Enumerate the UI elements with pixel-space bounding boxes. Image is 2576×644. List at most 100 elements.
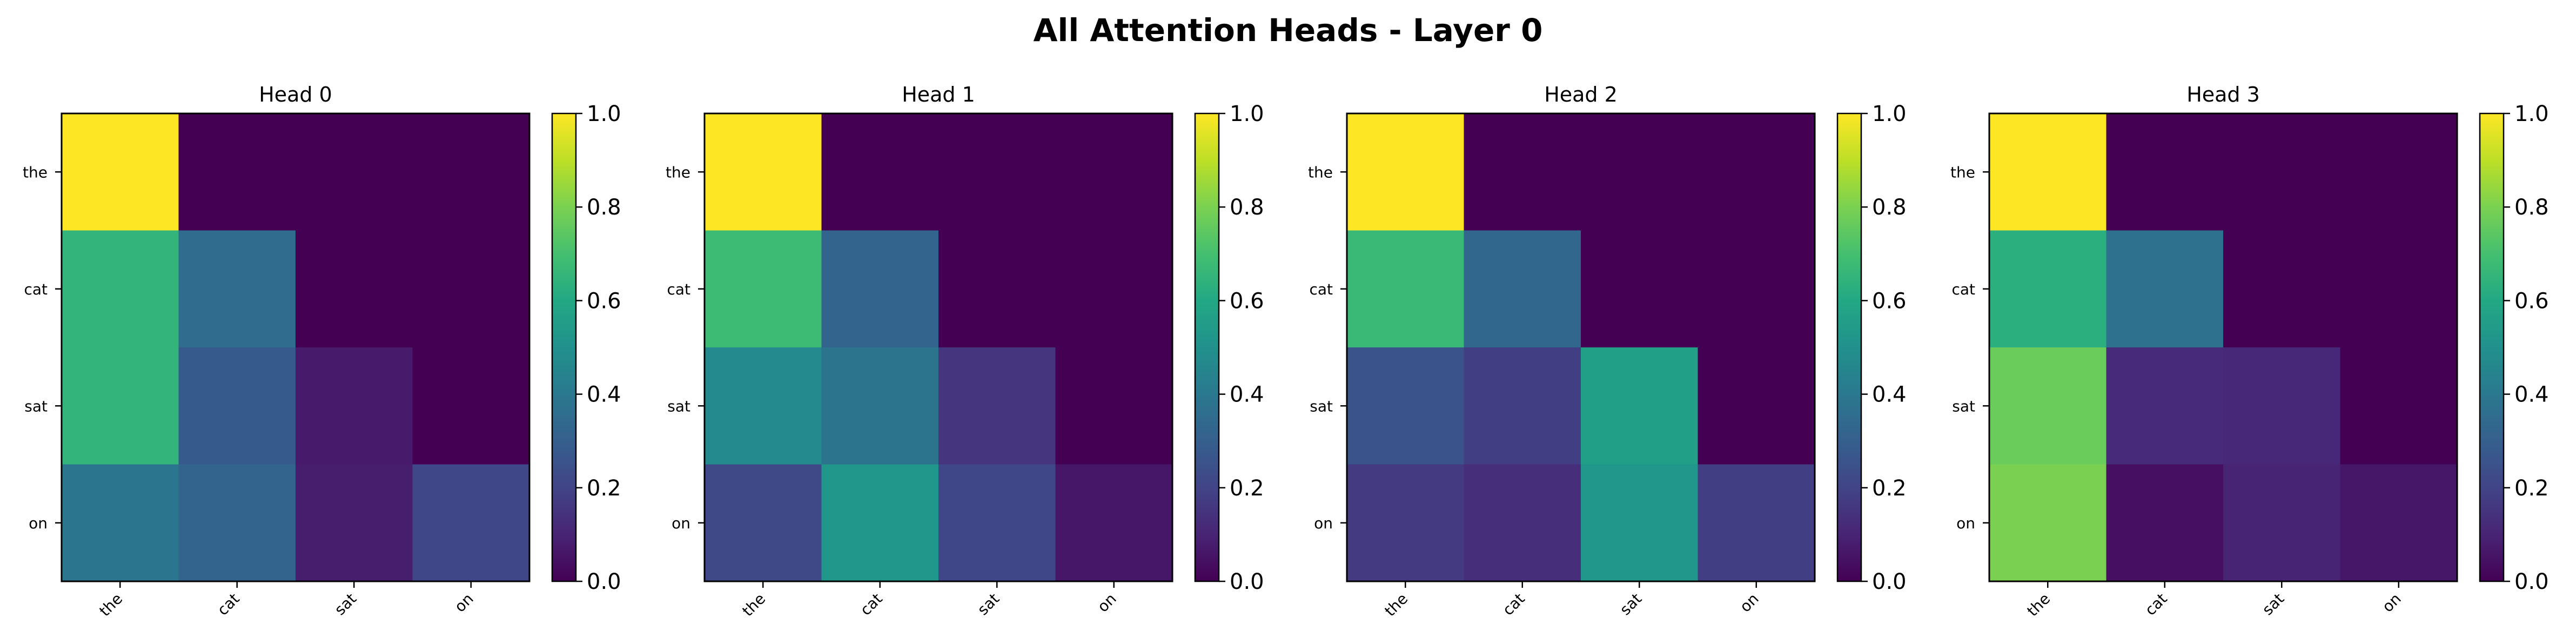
heatmap-cell: [705, 113, 822, 231]
x-tick-label: on: [451, 590, 477, 616]
colorbar-tick-label: 0.8: [587, 195, 621, 220]
axes-frame: [703, 112, 1173, 582]
heatmap-cell: [296, 464, 413, 582]
heatmap-cell: [1055, 113, 1173, 231]
heatmap-cell: [2340, 113, 2458, 231]
heatmap-cell: [412, 347, 530, 465]
heatmap-cell: [1698, 464, 1815, 582]
colorbar-tick-label: 0.0: [587, 569, 621, 594]
heatmap-cell: [821, 347, 939, 465]
heatmap-panel-0: Head 0 the cat sat on the cat sat on 0.0 0.2 0.4 0.6…: [23, 83, 621, 620]
heatmap-cell: [412, 113, 530, 231]
heatmap-cell: [938, 347, 1056, 465]
y-tick-label: cat: [24, 280, 48, 298]
heatmap-cell: [296, 113, 413, 231]
heatmap-cell: [1464, 230, 1581, 348]
y-tick-label: the: [666, 163, 690, 181]
y-tick-label: on: [29, 514, 48, 532]
colorbar-tick-label: 0.0: [2514, 569, 2549, 594]
x-tick-label: cat: [2142, 590, 2171, 619]
heatmap-cell: [1989, 464, 2107, 582]
heatmap-cell: [2340, 347, 2458, 465]
heatmap-cell: [1581, 230, 1698, 348]
colorbar: [551, 112, 577, 582]
colorbar-tick-label: 0.2: [2514, 476, 2549, 501]
colorbar-tick-label: 0.2: [1230, 476, 1264, 501]
y-tick-label: on: [1956, 514, 1975, 532]
colorbar-tick-label: 1.0: [587, 102, 621, 126]
colorbar: [1836, 112, 1862, 582]
x-tick-label: cat: [214, 590, 243, 619]
heatmap-cell: [1989, 113, 2107, 231]
heatmap-cell: [938, 113, 1056, 231]
colorbar-tick-label: 0.4: [2514, 383, 2549, 407]
y-tick-label: cat: [1951, 280, 1975, 298]
heatmap-cell: [296, 347, 413, 465]
heatmap-cell: [938, 464, 1056, 582]
axes-frame: [1346, 112, 1816, 582]
colorbar: [1194, 112, 1220, 582]
heatmap-panel-3: Head 3 the cat sat on the cat sat on 0.0 0.2 0.4 0.6…: [1950, 83, 2549, 620]
x-tick-label: the: [2023, 590, 2054, 620]
y-tick-label: the: [1950, 163, 1975, 181]
heatmap-cell: [705, 464, 822, 582]
heatmap-cell: [1698, 347, 1815, 465]
colorbar-tick-label: 0.0: [1230, 569, 1264, 594]
x-tick-label: the: [739, 590, 769, 620]
y-tick-label: the: [23, 163, 48, 181]
colorbar-tick-label: 0.4: [1230, 383, 1264, 407]
y-tick-label: on: [1314, 514, 1333, 532]
heatmap-panel-1: Head 1 the cat sat on the cat sat on 0.0 0.2 0.4 0.6…: [666, 83, 1264, 620]
heatmap-cell: [1347, 347, 1464, 465]
heatmap-cell: [1464, 347, 1581, 465]
heatmap-cell: [178, 113, 296, 231]
colorbar: [2479, 112, 2505, 582]
colorbar-tick-label: 1.0: [2514, 102, 2549, 126]
heatmap-cell: [938, 230, 1056, 348]
colorbar-tick-label: 0.6: [2514, 289, 2549, 313]
heatmap-cell: [2223, 230, 2340, 348]
heatmap-cell: [1055, 464, 1173, 582]
colorbar-tick-label: 0.8: [2514, 195, 2549, 220]
x-tick-label: on: [1736, 590, 1762, 616]
heatmap-cell: [1581, 347, 1698, 465]
figure-title: All Attention Heads - Layer 0: [1033, 12, 1543, 49]
x-tick-label: sat: [974, 590, 1003, 619]
x-tick-label: sat: [331, 590, 360, 619]
x-tick-label: the: [96, 590, 126, 620]
x-tick-label: sat: [1616, 590, 1646, 619]
heatmap-cell: [2106, 113, 2224, 231]
x-tick-label: sat: [2259, 590, 2288, 619]
colorbar-tick-label: 1.0: [1230, 102, 1264, 126]
heatmap-cell: [1989, 230, 2107, 348]
heatmap-cell: [2340, 230, 2458, 348]
heatmap-cell: [2223, 113, 2340, 231]
x-tick-label: on: [2379, 590, 2405, 616]
y-tick-label: sat: [667, 397, 690, 415]
heatmap-cell: [1581, 113, 1698, 231]
colorbar-tick-label: 0.4: [1872, 383, 1907, 407]
heatmap-cell: [178, 230, 296, 348]
colorbar-tick-label: 0.6: [1872, 289, 1907, 313]
colorbar-tick-label: 0.8: [1872, 195, 1907, 220]
heatmap-cell: [2106, 347, 2224, 465]
colorbar-tick-label: 0.2: [1872, 476, 1907, 501]
heatmap-cell: [1055, 230, 1173, 348]
heatmap-cell: [1581, 464, 1698, 582]
heatmap-cell: [412, 230, 530, 348]
heatmap-cell: [1347, 113, 1464, 231]
heatmap-cell: [705, 347, 822, 465]
heatmap-cell: [412, 464, 530, 582]
heatmap-cell: [821, 464, 939, 582]
colorbar-tick-label: 0.4: [587, 383, 621, 407]
x-tick-label: cat: [1499, 590, 1528, 619]
heatmap-cell: [1464, 113, 1581, 231]
colorbar-tick-label: 0.6: [1230, 289, 1264, 313]
x-tick-label: cat: [857, 590, 886, 619]
y-tick-label: sat: [24, 397, 48, 415]
heatmap-cell: [62, 230, 179, 348]
heatmap-cell: [1347, 230, 1464, 348]
heatmap-cell: [2223, 464, 2340, 582]
x-tick-label: on: [1094, 590, 1120, 616]
